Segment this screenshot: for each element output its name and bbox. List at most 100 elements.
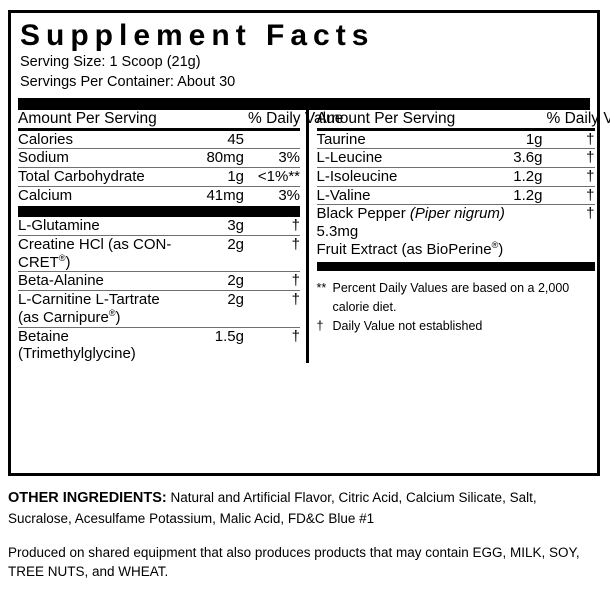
registered-trademark-icon: ® xyxy=(108,307,116,318)
ingredient-amount: 3.6g xyxy=(462,148,547,168)
black-pepper-dv: † xyxy=(546,204,595,259)
nutrient-dv: 3% xyxy=(248,185,300,205)
table-row: Total Carbohydrate 1g <1%** xyxy=(18,167,300,187)
left-header-dv: % Daily Value xyxy=(248,110,344,128)
header-black-bar xyxy=(18,98,590,111)
right-table-header-row: Amount Per Serving % Daily Value xyxy=(316,110,610,128)
left-header-amount: Amount Per Serving xyxy=(18,110,157,128)
ingredient-name: L-Leucine xyxy=(316,148,463,168)
ingredient-name: L-Glutamine xyxy=(18,217,100,235)
table-row: L-Leucine 3.6g † xyxy=(316,148,595,168)
black-pepper-botanical: (Piper nigrum) xyxy=(409,205,505,223)
right-ingredients-table: Taurine 1g † L-Leucine 3.6g † L-Isoleuci… xyxy=(316,131,595,259)
ingredient-dv: † xyxy=(546,167,595,187)
ingredient-amount: 1g xyxy=(525,130,543,148)
ingredient-dv: † xyxy=(248,235,300,272)
ingredient-name: Beta-Alanine xyxy=(18,271,186,291)
right-header-dv: % Daily Value xyxy=(546,110,610,128)
table-row: Betaine (Trimethylglycine) 1.5g † xyxy=(18,326,300,363)
left-table-header-row: Amount Per Serving % Daily Value xyxy=(18,110,344,128)
nutrient-amount: 1g xyxy=(186,167,248,187)
right-column: Amount Per Serving % Daily Value Taurine… xyxy=(309,110,610,363)
other-ingredients-paragraph: OTHER INGREDIENTS: Natural and Artificia… xyxy=(8,488,602,529)
table-row-black-pepper: Black Pepper (Piper nigrum) 5.3mg Fruit E… xyxy=(316,204,595,259)
panel-inner: Supplement Facts Serving Size: 1 Scoop (… xyxy=(11,13,610,473)
nutrient-dv: <1%** xyxy=(248,167,300,187)
other-ingredients-text: Natural and Artificial Flavor, Citric Ac… xyxy=(8,490,537,527)
ingredient-name-line2-suffix: ) xyxy=(115,308,121,326)
right-ingredients-body: Taurine 1g † L-Leucine 3.6g † L-Isoleuci… xyxy=(316,131,595,259)
ingredient-name: Creatine HCl (as CON-CRET®) xyxy=(18,235,186,272)
ingredient-name-line2: (as Carnipure xyxy=(18,308,109,326)
ingredient-dv: † xyxy=(546,185,595,205)
table-row: Taurine 1g † xyxy=(317,131,595,149)
ingredient-amount: 2g xyxy=(186,290,248,327)
ingredient-amount: 1.2g xyxy=(462,167,547,187)
ingredient-dv: † xyxy=(546,148,595,168)
ingredient-dv: † xyxy=(248,290,300,327)
ingredient-dv: † xyxy=(291,217,300,235)
ingredient-amount: 2g xyxy=(186,271,248,291)
black-pepper-name: Black Pepper (Piper nigrum) 5.3mg Fruit E… xyxy=(316,204,547,259)
ingredient-name-suffix: ) xyxy=(65,253,71,271)
left-nutrients-table: Calories 45 Sodium 80mg 3% Total Carbohy… xyxy=(18,131,300,205)
footnote-mark: † xyxy=(316,318,324,333)
ingredient-name: Taurine xyxy=(316,130,366,148)
black-pepper-line2-suffix: ) xyxy=(498,240,504,258)
ingredient-name: L-Valine xyxy=(316,185,463,205)
nutrient-name: Calcium xyxy=(18,185,186,205)
ingredient-amount: 3g xyxy=(227,217,244,235)
footnote-row: ** Percent Daily Values are based on a 2… xyxy=(317,279,595,317)
nutrient-name: Total Carbohydrate xyxy=(18,167,186,187)
left-ingredients-table: L-Glutamine 3g † Creatine HCl (as CON-CR… xyxy=(18,217,300,363)
nutrient-name: Sodium xyxy=(18,148,186,168)
footnote-text: Percent Daily Values are based on a 2,00… xyxy=(332,281,570,315)
supplement-facts-panel: Supplement Facts Serving Size: 1 Scoop (… xyxy=(8,10,610,476)
ingredient-name-text: Creatine HCl (as CON-CRET xyxy=(18,236,172,271)
nutrition-columns: Amount Per Serving % Daily Value Calorie… xyxy=(18,110,610,363)
nutrient-dv xyxy=(248,131,300,149)
ingredient-name: L-Carnitine L-Tartrate (as Carnipure®) xyxy=(18,290,186,327)
left-nutrients-body: Calories 45 Sodium 80mg 3% Total Carbohy… xyxy=(18,131,300,205)
table-row: Calcium 41mg 3% xyxy=(18,185,300,205)
registered-trademark-icon: ® xyxy=(491,239,499,250)
footnote-row: † Daily Value not established xyxy=(317,317,595,336)
table-row: Sodium 80mg 3% xyxy=(18,148,300,168)
left-column-black-bar xyxy=(18,206,300,218)
column-divider xyxy=(306,110,309,363)
ingredient-amount: 1.5g xyxy=(186,326,248,363)
footnote-text: Daily Value not established xyxy=(332,318,483,333)
table-row: L-Carnitine L-Tartrate (as Carnipure®) 2g… xyxy=(18,290,300,327)
right-header-amount: Amount Per Serving xyxy=(316,110,456,128)
table-row: Calories 45 xyxy=(18,131,300,149)
ingredient-dv: † xyxy=(248,271,300,291)
ingredient-dv: † xyxy=(586,130,595,148)
table-row: Creatine HCl (as CON-CRET®) 2g † xyxy=(18,235,300,272)
footnotes: ** Percent Daily Values are based on a 2… xyxy=(317,279,595,335)
serving-size: Serving Size: 1 Scoop (21g) xyxy=(20,54,201,70)
table-row: L-Isoleucine 1.2g † xyxy=(316,167,595,187)
table-row: L-Valine 1.2g † xyxy=(316,185,595,205)
right-header-rule xyxy=(316,128,595,131)
black-pepper-name-part1: Black Pepper xyxy=(316,205,410,223)
nutrient-amount: 41mg xyxy=(186,185,248,205)
footnote-mark: ** xyxy=(316,281,327,296)
nutrient-amount: 45 xyxy=(227,130,244,148)
table-row: Beta-Alanine 2g † xyxy=(18,271,300,291)
nutrient-dv: 3% xyxy=(248,148,300,168)
ingredient-name: Betaine (Trimethylglycine) xyxy=(18,326,186,363)
ingredient-name-text: L-Carnitine L-Tartrate xyxy=(18,291,160,309)
ingredient-amount: 2g xyxy=(186,235,248,272)
black-pepper-line2: Fruit Extract (as BioPerine xyxy=(316,240,492,258)
nutrient-amount: 80mg xyxy=(186,148,248,168)
bottom-text-block: OTHER INGREDIENTS: Natural and Artificia… xyxy=(8,488,602,582)
left-header-rule xyxy=(18,128,300,131)
servings-per-container: Servings Per Container: About 30 xyxy=(20,73,236,90)
allergen-paragraph: Produced on shared equipment that also p… xyxy=(8,544,580,580)
left-nutrition-table: Amount Per Serving % Daily Value xyxy=(18,110,344,128)
left-ingredients-body: L-Glutamine 3g † Creatine HCl (as CON-CR… xyxy=(18,217,300,363)
page-title: Supplement Facts xyxy=(20,19,375,52)
black-pepper-amount: 5.3mg xyxy=(316,223,359,241)
right-table-header: Amount Per Serving % Daily Value xyxy=(316,110,610,128)
table-row: L-Glutamine 3g † xyxy=(18,217,300,235)
